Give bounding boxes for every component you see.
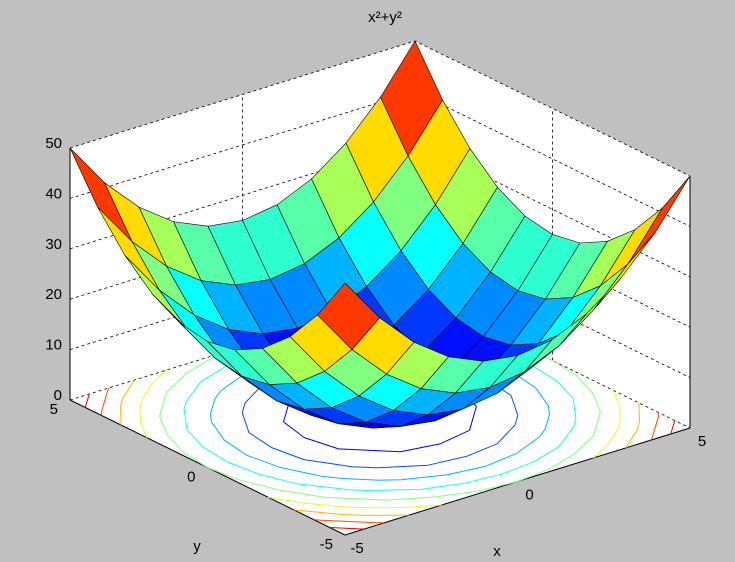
surface-face <box>317 282 380 350</box>
z-tick-label: 50 <box>45 135 62 152</box>
y-tick-label: -5 <box>320 536 333 553</box>
surface-face <box>627 175 691 265</box>
contour-line <box>84 298 676 530</box>
y-tick-label: 5 <box>50 401 58 418</box>
y-axis-label: y <box>193 538 201 555</box>
z-tick-label: 20 <box>45 286 62 303</box>
x-tick-label: 5 <box>698 433 706 450</box>
z-tick-label: 0 <box>54 387 62 404</box>
y-tick-label: 0 <box>187 468 195 485</box>
z-tick-label: 40 <box>45 185 62 202</box>
x-axis-label: x <box>493 543 501 560</box>
z-tick-label: 10 <box>45 337 62 354</box>
chart-title: x²+y² <box>368 9 402 26</box>
surface-face <box>380 40 443 157</box>
z-tick-label: 30 <box>45 236 62 253</box>
contour-line <box>183 337 577 491</box>
x-tick-label: -5 <box>350 540 363 557</box>
x-tick-label: 0 <box>525 486 533 503</box>
surface-face <box>69 147 133 242</box>
